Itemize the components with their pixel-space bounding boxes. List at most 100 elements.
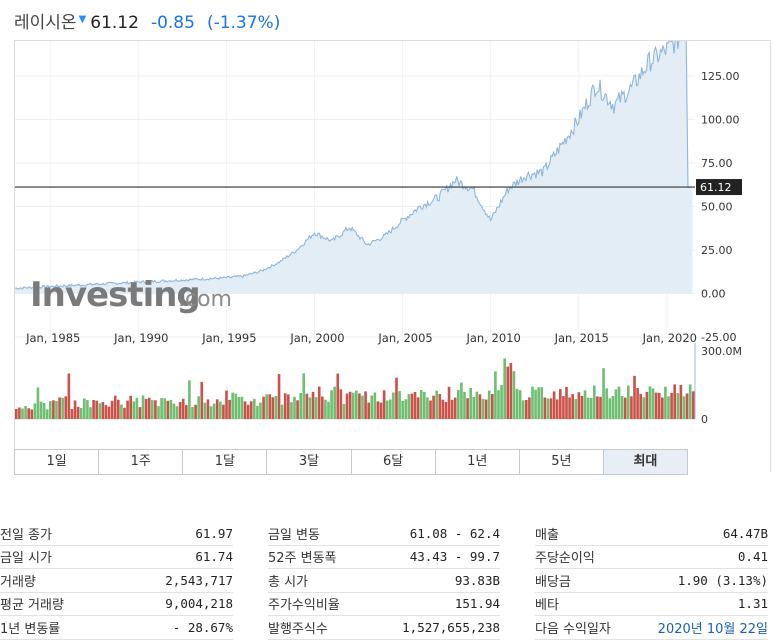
price-chart[interactable]: 125.00 100.00 75.00 50.00 25.00 0.00 -25.00 Jan… — [14, 40, 771, 472]
stat-label: 주가수익비율 — [268, 598, 340, 614]
stat-row: 총 시가 93.83B — [268, 569, 500, 593]
volume-bar — [602, 368, 605, 419]
volume-bar — [203, 402, 207, 419]
price-chart-svg[interactable]: 125.00 100.00 75.00 50.00 25.00 0.00 -25.00 Jan… — [15, 41, 772, 451]
volume-bar — [64, 396, 68, 419]
volume-bar — [654, 392, 658, 419]
volume-bar — [642, 397, 646, 419]
stat-value: 43.43 - 99.7 — [409, 549, 500, 565]
volume-bar — [92, 400, 95, 419]
volume-bar — [574, 399, 578, 419]
volume-bar — [327, 401, 330, 419]
stat-value: 61.74 — [195, 549, 233, 565]
stat-row: 1년 변동률 - 28.67% — [0, 616, 233, 640]
volume-bar — [487, 390, 491, 419]
volume-bar — [52, 400, 55, 419]
tab-range-7[interactable]: 최대 — [603, 450, 687, 474]
stat-value: 9,004,218 — [165, 596, 233, 612]
volume-bar — [231, 392, 234, 419]
volume-bar — [18, 407, 21, 419]
volume-bar — [160, 398, 163, 419]
volume-bar — [413, 392, 417, 419]
volume-bar — [228, 399, 231, 419]
volume-bar — [568, 397, 571, 419]
volume-bar — [293, 396, 296, 419]
volume-bar — [478, 394, 482, 419]
volume-bar — [49, 401, 52, 419]
volume-bar — [240, 396, 244, 419]
volume-bar — [500, 384, 503, 419]
volume-bar — [620, 396, 624, 419]
volume-bar — [45, 409, 49, 419]
volume-bar — [15, 408, 18, 419]
current-price-tag — [696, 179, 742, 196]
volume-bar — [83, 398, 86, 419]
volume-bar — [101, 402, 105, 419]
stat-value: 61.08 - 62.4 — [409, 525, 500, 541]
volume-bar — [444, 401, 448, 419]
volume-bar — [367, 402, 370, 419]
volume-bar — [110, 400, 114, 419]
volume-bar — [580, 395, 584, 419]
volume-bar — [364, 391, 367, 419]
volume-bar — [382, 390, 386, 419]
tab-range-6[interactable]: 5년 — [520, 450, 604, 474]
stat-row: 거래량 2,543,717 — [0, 569, 233, 593]
volume-bar — [120, 404, 123, 419]
tab-range-1[interactable]: 1주 — [99, 450, 184, 474]
volume-bar — [543, 397, 547, 419]
stat-label: 금일 시가 — [0, 551, 52, 567]
tab-range-2[interactable]: 1달 — [183, 450, 268, 474]
volume-bar — [355, 390, 358, 419]
volume-bar — [438, 394, 442, 419]
stats-column-3: 매출 64.47B 주당순이익 0.41 배당금 1.90 (3.13%) 베타 1.31 다음… — [535, 522, 768, 640]
volume-bar — [401, 401, 404, 419]
volume-bar — [546, 398, 550, 419]
volume-bar — [271, 397, 275, 419]
volume-bar — [144, 398, 148, 419]
volume-bar — [27, 408, 30, 419]
volume-bar — [664, 386, 667, 419]
y-tick-label: 25.00 — [701, 244, 733, 257]
volume-bar — [256, 405, 259, 419]
tab-range-3[interactable]: 3달 — [267, 450, 352, 474]
x-tick-label: Jan, 2005 — [377, 331, 432, 345]
stat-label: 거래량 — [0, 574, 36, 590]
volume-bar — [623, 397, 627, 419]
earnings-date-link[interactable]: 2020년 10월 22일 — [657, 621, 768, 637]
volume-bar — [55, 401, 58, 419]
tab-range-5[interactable]: 1년 — [436, 450, 520, 474]
tab-range-0[interactable]: 1일 — [15, 450, 100, 474]
volume-bar — [351, 392, 355, 419]
volume-bar — [117, 399, 120, 419]
volume-bar — [330, 390, 333, 419]
volume-bar — [141, 395, 145, 419]
volume-bar — [113, 395, 117, 419]
volume-bar — [302, 373, 306, 419]
volume-bar — [333, 386, 336, 419]
volume-bar — [212, 403, 216, 419]
stat-value: 0.41 — [737, 549, 768, 565]
volume-bar — [379, 402, 383, 419]
volume-bar — [172, 403, 176, 419]
y-tick-label: -25.00 — [701, 331, 736, 344]
volume-bar — [565, 386, 568, 419]
stat-row: 금일 변동 61.08 - 62.4 — [268, 522, 500, 546]
stat-row: 발행주식수 1,527,655,238 — [268, 616, 500, 640]
volume-bar — [457, 389, 460, 419]
y-tick-label: 0.00 — [701, 287, 726, 300]
x-tick-label: Jan, 2000 — [289, 331, 344, 345]
volume-bar — [596, 396, 599, 419]
volume-bar — [237, 397, 241, 419]
tab-range-4[interactable]: 6달 — [352, 450, 436, 474]
volume-bar — [469, 387, 472, 419]
volume-bar — [416, 397, 420, 419]
volume-bar — [135, 397, 139, 419]
volume-bar — [311, 391, 315, 419]
volume-bar — [460, 382, 463, 419]
stat-row: 배당금 1.90 (3.13%) — [535, 569, 768, 593]
stat-row: 52주 변동폭 43.43 - 99.7 — [268, 546, 500, 569]
x-tick-label: Jan, 2010 — [465, 331, 520, 345]
volume-bar — [506, 366, 510, 419]
volume-bar — [36, 387, 40, 419]
